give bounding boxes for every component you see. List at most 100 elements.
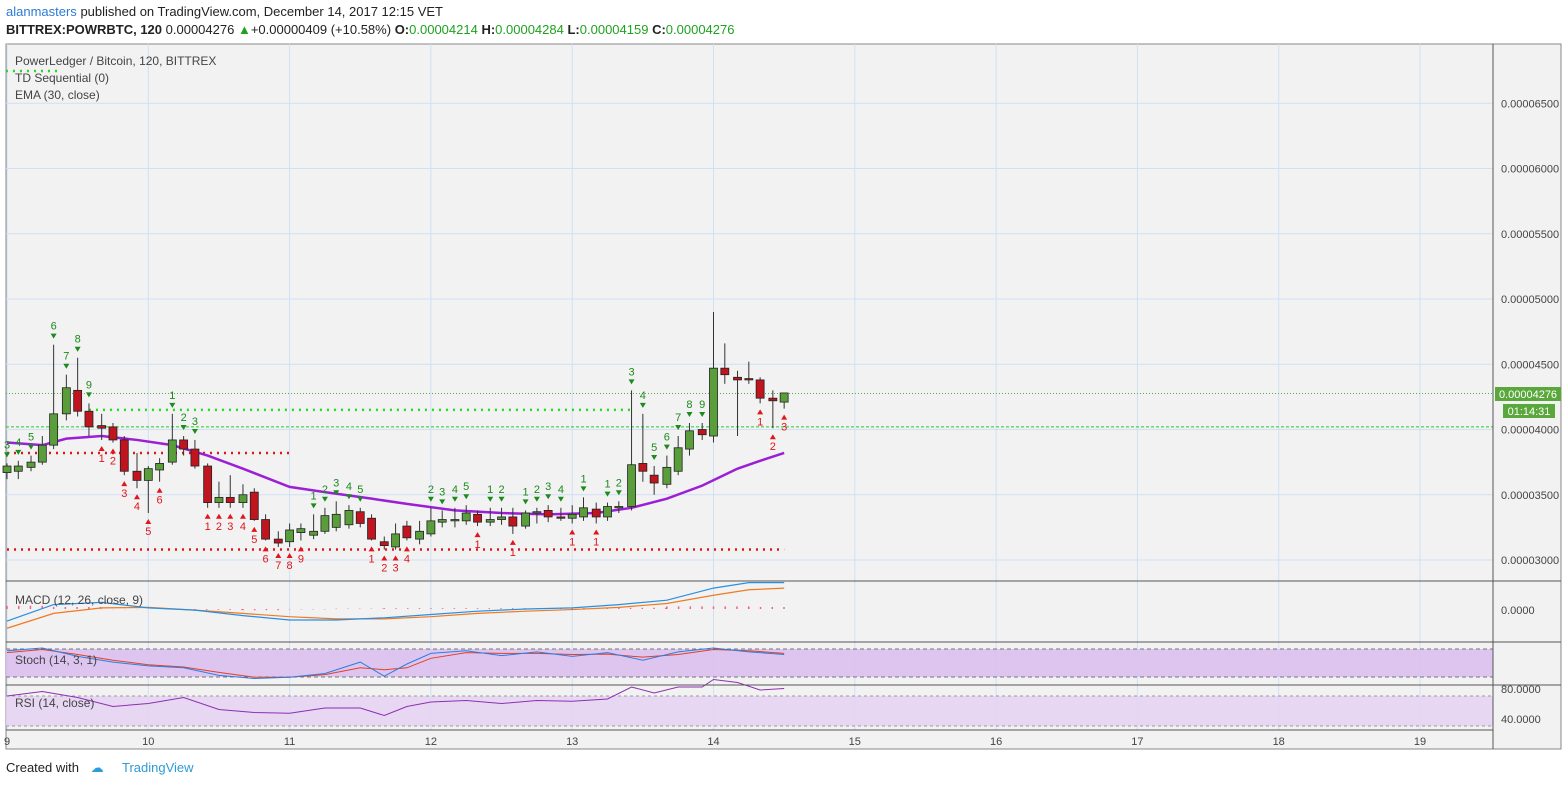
td-sell-arrow — [463, 494, 470, 500]
candle-body — [261, 519, 270, 540]
td-sell-arrow — [439, 499, 446, 505]
td-sell-count: 9 — [699, 399, 705, 411]
candle-body — [697, 429, 707, 436]
rsi-line — [6, 678, 785, 717]
td-buy-arrow — [392, 555, 399, 561]
legend-ema: EMA (30, close) — [15, 88, 100, 102]
td-buy-arrow — [239, 513, 246, 519]
td-sell-arrow — [533, 496, 540, 502]
candle-body — [143, 468, 153, 481]
symbol-label: BITTREX:POWRBTC, 120 — [6, 22, 163, 37]
stoch-k-line — [6, 647, 785, 679]
candle-body — [556, 516, 566, 519]
rsi-y-tick: 80.0000 — [1501, 684, 1541, 696]
x-tick-label: 12 — [425, 736, 437, 748]
candle-body — [84, 410, 94, 428]
td-sell-count: 1 — [523, 486, 529, 498]
td-sell-count: 2 — [498, 484, 504, 496]
td-buy-count: 4 — [240, 521, 246, 533]
td-sell-count: 4 — [15, 437, 21, 449]
x-tick-label: 9 — [4, 736, 10, 748]
candle-body — [485, 519, 495, 523]
td-sell-arrow — [651, 455, 658, 461]
candle-body — [26, 461, 36, 468]
candle-body — [379, 541, 389, 547]
y-tick-label: 0.00006000 — [1501, 164, 1559, 176]
stoch-pane — [6, 647, 785, 679]
candle-body — [119, 439, 129, 472]
candle-body — [167, 439, 177, 463]
td-buy-count: 2 — [770, 441, 776, 453]
stoch-d-line — [6, 649, 785, 678]
td-sell-arrow — [310, 503, 317, 509]
candle-body — [249, 491, 259, 520]
td-buy-count: 2 — [381, 563, 387, 575]
candle-body — [61, 387, 71, 415]
td-sell-count: 7 — [63, 351, 69, 363]
td-sell-arrow — [628, 379, 635, 385]
td-buy-arrow — [509, 539, 516, 545]
candle-body — [225, 496, 235, 503]
x-tick-label: 18 — [1273, 736, 1285, 748]
td-buy-arrow — [251, 526, 258, 532]
td-sell-count: 1 — [580, 473, 586, 485]
candles — [2, 312, 789, 550]
candle-body — [567, 513, 577, 519]
td-sell-count: 2 — [428, 484, 434, 496]
td-sell-count: 2 — [181, 412, 187, 424]
close-value: 0.00004276 — [665, 22, 735, 37]
rsi-pane — [6, 678, 785, 717]
x-tick-label: 17 — [1131, 736, 1143, 748]
td-sell-arrow — [487, 496, 494, 502]
candle-body — [627, 464, 636, 507]
td-buy-count: 6 — [263, 553, 269, 565]
td-buy-count: 1 — [569, 536, 575, 548]
legend-macd: MACD (12, 26, close, 9) — [15, 593, 143, 607]
indicator-bands — [6, 648, 1493, 727]
pane-dividers — [6, 44, 1561, 749]
td-sell-arrow — [451, 496, 458, 502]
candle-body — [649, 474, 659, 484]
candle-body — [285, 529, 295, 543]
author-link[interactable]: alanmasters — [6, 4, 77, 19]
td-sell-arrow — [85, 392, 92, 398]
td-sell-arrow — [321, 496, 328, 502]
td-sell-arrow — [50, 333, 57, 339]
candle-body — [685, 430, 694, 450]
candle-body — [450, 519, 460, 522]
td-sell-arrow — [663, 444, 670, 450]
candle-body — [638, 463, 648, 472]
high-label: H: — [481, 22, 496, 37]
x-tick-label: 19 — [1414, 736, 1426, 748]
candle-body — [331, 513, 341, 528]
open-label: O: — [394, 22, 410, 37]
td-sell-count: 3 — [628, 366, 634, 378]
tradingview-link[interactable]: TradingView — [122, 760, 194, 775]
td-buy-arrow — [156, 487, 163, 493]
candle-body — [320, 515, 330, 532]
candle-body — [720, 367, 730, 376]
td-sell-count: 3 — [192, 416, 198, 428]
td-buy-arrow — [121, 481, 128, 487]
td-sell-count: 3 — [4, 439, 10, 451]
candle-body — [203, 465, 213, 503]
td-buy-count: 2 — [110, 456, 116, 468]
td-buy-arrow — [133, 494, 140, 500]
td-buy-count: 3 — [393, 563, 399, 575]
td-buy-count: 9 — [298, 553, 304, 565]
candle-body — [214, 496, 224, 503]
td-sell-arrow — [522, 499, 529, 505]
td-buy-count: 1 — [474, 539, 480, 551]
td-levels — [6, 69, 1493, 551]
price-badge: 0.00004276 — [1495, 387, 1561, 401]
candle-body — [238, 494, 248, 503]
td-sell-arrow — [699, 411, 706, 417]
candle-body — [473, 513, 482, 523]
td-buy-count: 5 — [145, 526, 151, 538]
chart-grid — [6, 44, 1493, 730]
td-sell-arrow — [357, 496, 364, 502]
macd-pane — [6, 581, 785, 629]
td-sell-arrow — [333, 490, 340, 496]
td-sell-arrow — [4, 452, 10, 458]
